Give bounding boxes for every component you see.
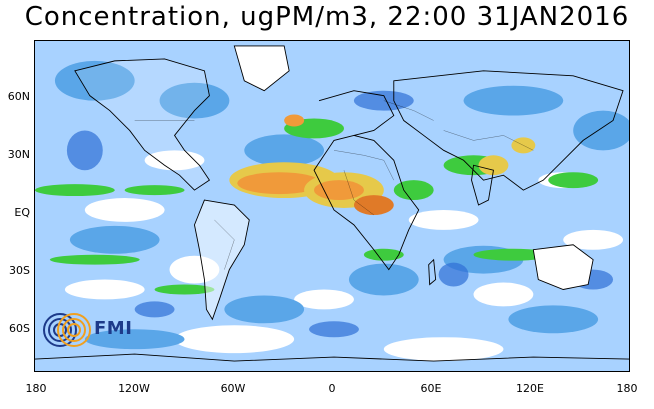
lon-label-120w: 120W: [118, 382, 150, 395]
lat-label-30n: 30N: [7, 148, 30, 161]
concentration-map[interactable]: [34, 40, 630, 372]
lon-label-180w: 180: [25, 382, 47, 395]
lon-label-180e: 180: [616, 382, 638, 395]
lon-label-60w: 60W: [220, 382, 246, 395]
lat-label-60s: 60S: [9, 322, 30, 335]
lon-label-120e: 120E: [516, 382, 544, 395]
fmi-logo-icon: [43, 313, 91, 347]
map-title: Concentration, ugPM/m3, 22:00 31JAN2016: [24, 2, 630, 32]
lat-label-eq: EQ: [14, 206, 30, 219]
map-canvas: [35, 41, 629, 371]
coastlines: [35, 45, 629, 362]
lat-label-30s: 30S: [9, 264, 30, 277]
fmi-logo-text: FMI: [94, 318, 133, 339]
lon-label-60e: 60E: [420, 382, 442, 395]
dark-blue-swirls: [66, 90, 614, 338]
lon-label-0: 0: [328, 382, 336, 395]
lat-label-60n: 60N: [7, 90, 30, 103]
borders: [134, 100, 534, 270]
